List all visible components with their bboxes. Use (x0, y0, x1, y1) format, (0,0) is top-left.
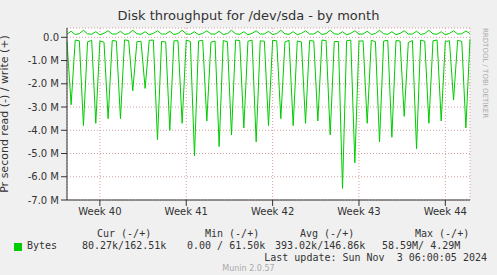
html-text:Cur (-/+): Cur (-/+) (97, 228, 152, 239)
svg-text:Week 40: Week 40 (78, 206, 121, 217)
html-text:Bytes: Bytes (27, 240, 58, 251)
svg-text:-2.0 M: -2.0 M (28, 78, 59, 89)
html-text:80.27k/162.51k: 80.27k/162.51k (82, 240, 167, 251)
html-text:0.00 / 61.50k: 0.00 / 61.50k (187, 240, 266, 251)
svg-text:-3.0 M: -3.0 M (28, 102, 59, 113)
html-text:Avg (-/+): Avg (-/+) (300, 228, 355, 239)
svg-text:0.0: 0.0 (43, 32, 59, 43)
svg-text:Pr second read (-) / write (+): Pr second read (-) / write (+) (8, 35, 11, 193)
svg-text:-5.0 M: -5.0 M (28, 148, 59, 159)
svg-text:Week 44: Week 44 (424, 206, 467, 217)
svg-text:-6.0 M: -6.0 M (28, 171, 59, 182)
html-text:Munin 2.0.57: Munin 2.0.57 (222, 264, 275, 273)
svg-text:Week 42: Week 42 (251, 206, 294, 217)
svg-text:-4.0 M: -4.0 M (28, 125, 59, 136)
svg-text:Week 41: Week 41 (165, 206, 208, 217)
html-text:Disk throughput for /dev/sda -: Disk throughput for /dev/sda - by month (117, 8, 380, 23)
svg-text:Week 43: Week 43 (337, 206, 380, 217)
html-text:Max (-/+): Max (-/+) (415, 228, 470, 239)
html-text:RRDTOOL / TOBI OETIKER: RRDTOOL / TOBI OETIKER (481, 28, 489, 119)
html-text:393.02k/146.86k: 393.02k/146.86k (275, 240, 366, 251)
svg-text:-1.0 M: -1.0 M (28, 55, 59, 66)
svg-text:-7.0 M: -7.0 M (28, 195, 59, 206)
html-text:58.59M/ 4.29M: 58.59M/ 4.29M (382, 240, 461, 251)
html-text:Last update: Sun Nov 3 06:00:0: Last update: Sun Nov 3 06:00:05 2024 (264, 252, 487, 263)
html-text:Min (-/+): Min (-/+) (205, 228, 260, 239)
